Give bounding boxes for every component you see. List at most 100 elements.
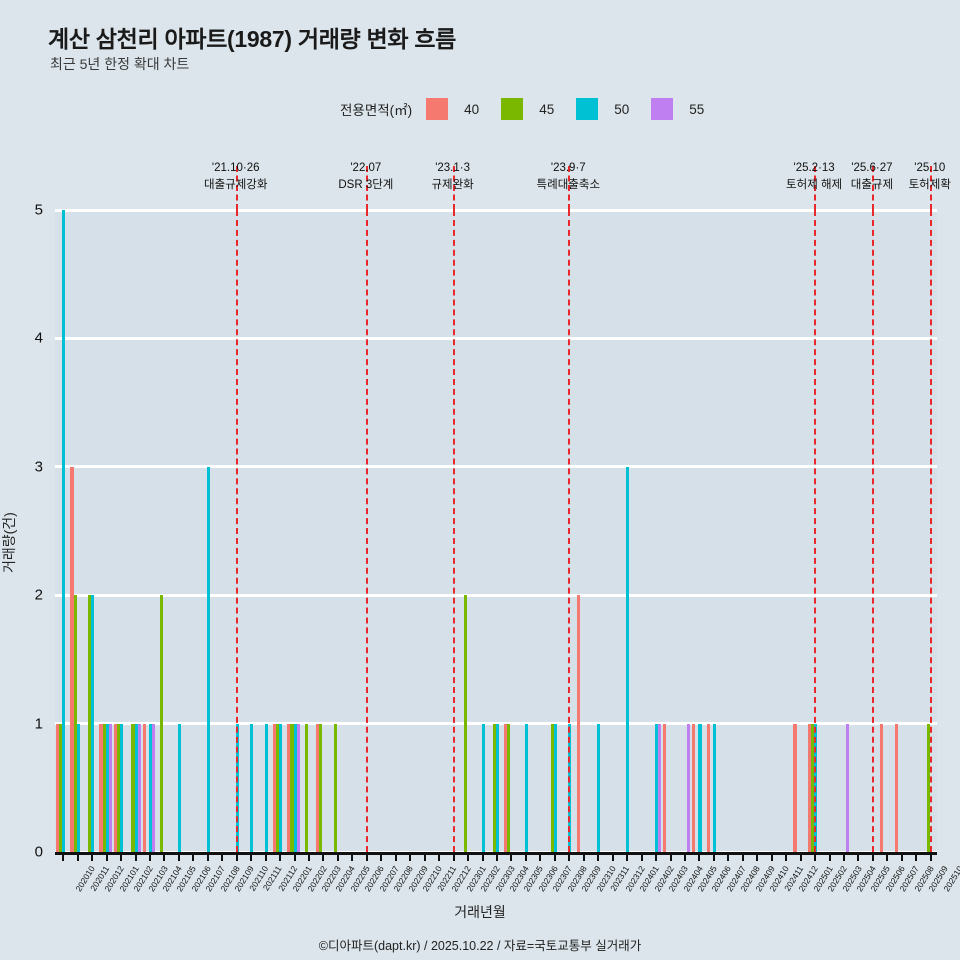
bar-202204-40[interactable] xyxy=(316,723,320,852)
bar-202406-50[interactable] xyxy=(698,723,702,852)
bar-202203-45[interactable] xyxy=(304,723,309,852)
legend-item-55[interactable]: 55 xyxy=(651,98,726,120)
bar-202304-45[interactable] xyxy=(492,723,496,852)
bar-202202-45[interactable] xyxy=(290,723,294,852)
bar-202308-45[interactable] xyxy=(550,723,554,852)
x-tick-202305 xyxy=(510,852,513,861)
bar-202101-45[interactable] xyxy=(102,723,106,852)
event-date-202502: '25.2·13 xyxy=(793,162,835,174)
bar-202501-40[interactable] xyxy=(793,723,797,852)
x-tick-202205 xyxy=(336,852,339,861)
bar-202104-55[interactable] xyxy=(152,723,156,852)
bar-202201-50[interactable] xyxy=(279,723,283,852)
event-date-202309: '23.9·7 xyxy=(550,162,586,174)
bar-202104-40[interactable] xyxy=(142,723,146,852)
bar-202102-40[interactable] xyxy=(113,723,117,852)
bar-202103-45[interactable] xyxy=(131,723,135,852)
bar-202310-40[interactable] xyxy=(576,595,580,852)
x-tick-202405 xyxy=(683,852,686,861)
x-tick-202102 xyxy=(120,852,123,861)
x-tick-202104 xyxy=(148,852,151,861)
x-tick-202111 xyxy=(250,852,253,861)
bar-202205-45[interactable] xyxy=(333,723,337,852)
bar-202011-45[interactable] xyxy=(73,595,77,852)
bar-202202-55[interactable] xyxy=(296,723,300,852)
legend-item-50[interactable]: 50 xyxy=(576,98,651,120)
event-date-202506: '25.6·27 xyxy=(851,162,893,174)
bar-202010-45[interactable] xyxy=(59,723,63,852)
x-tick-202011 xyxy=(76,852,79,861)
bar-202204-45[interactable] xyxy=(319,723,323,852)
bar-202406-40[interactable] xyxy=(692,723,696,852)
bar-202502-45[interactable] xyxy=(810,723,815,852)
bar-202202-50[interactable] xyxy=(293,723,297,852)
legend-label-50: 50 xyxy=(614,101,630,117)
x-tick-202302 xyxy=(467,852,470,861)
bar-202101-50[interactable] xyxy=(105,723,109,852)
bar-202407-50[interactable] xyxy=(712,723,716,852)
bar-202510-45[interactable] xyxy=(926,723,930,852)
legend-item-40[interactable]: 40 xyxy=(426,98,501,120)
bar-202308-50[interactable] xyxy=(553,723,557,852)
event-marker-202207 xyxy=(365,166,368,210)
bar-202012-50[interactable] xyxy=(91,595,95,852)
bar-202102-50[interactable] xyxy=(120,723,124,852)
x-tick-202103 xyxy=(134,852,137,861)
bar-202104-50[interactable] xyxy=(148,723,153,852)
bar-202106-50[interactable] xyxy=(177,723,181,852)
bar-202111-50[interactable] xyxy=(250,723,254,852)
bar-202101-40[interactable] xyxy=(99,723,103,852)
bar-202010-40[interactable] xyxy=(56,723,60,852)
legend-label-40: 40 xyxy=(464,101,480,117)
bar-202303-50[interactable] xyxy=(481,723,485,852)
bar-202201-40[interactable] xyxy=(272,723,276,852)
legend-item-45[interactable]: 45 xyxy=(501,98,576,120)
x-tick-202109 xyxy=(221,852,224,861)
bar-202012-45[interactable] xyxy=(88,595,92,852)
bar-202011-40[interactable] xyxy=(70,466,74,852)
x-tick-202412 xyxy=(785,852,788,861)
event-annotation-202506: '25.6·27 대출규제 xyxy=(851,160,893,193)
event-line-202207 xyxy=(365,210,368,852)
bar-202403-55[interactable] xyxy=(658,723,662,852)
bar-202302-45[interactable] xyxy=(463,595,468,852)
bar-202403-50[interactable] xyxy=(655,723,659,852)
page-title: 계산 삼천리 아파트(1987) 거래량 변화 흐름 xyxy=(48,26,457,52)
x-tick-202112 xyxy=(264,852,267,861)
x-tick-202504 xyxy=(843,852,846,861)
bar-202305-40[interactable] xyxy=(504,723,508,852)
x-tick-202411 xyxy=(770,852,773,861)
bar-202507-40[interactable] xyxy=(880,723,884,852)
bar-202508-40[interactable] xyxy=(894,723,898,852)
bar-202103-50[interactable] xyxy=(134,723,138,852)
bar-202202-40[interactable] xyxy=(287,723,291,852)
bar-202201-45[interactable] xyxy=(276,723,280,852)
bar-202010-50[interactable] xyxy=(62,210,66,852)
bar-202304-50[interactable] xyxy=(496,723,500,852)
bar-202407-40[interactable] xyxy=(706,723,710,852)
bar-202311-50[interactable] xyxy=(597,723,601,852)
gridline-4 xyxy=(55,336,937,340)
bar-202504-55[interactable] xyxy=(846,723,850,852)
bar-202306-50[interactable] xyxy=(524,723,528,852)
legend-label-55: 55 xyxy=(689,101,705,117)
bar-202011-50[interactable] xyxy=(76,723,80,852)
bar-202105-45[interactable] xyxy=(160,595,164,852)
bar-202305-45[interactable] xyxy=(507,723,511,852)
x-tick-202306 xyxy=(524,852,527,861)
bar-202101-55[interactable] xyxy=(108,723,112,852)
event-line-202502 xyxy=(814,210,817,852)
bar-202405-55[interactable] xyxy=(687,723,691,852)
bar-202103-55[interactable] xyxy=(137,723,141,852)
bar-202401-50[interactable] xyxy=(626,466,630,852)
x-tick-202403 xyxy=(655,852,658,861)
event-line-202506 xyxy=(871,210,874,852)
bar-202108-50[interactable] xyxy=(206,466,210,852)
bar-202102-45[interactable] xyxy=(116,723,121,852)
x-tick-202012 xyxy=(91,852,94,861)
bar-202502-40[interactable] xyxy=(807,723,811,852)
bar-202404-40[interactable] xyxy=(663,723,667,852)
bar-202112-50[interactable] xyxy=(264,723,268,852)
event-date-202207: '22.07 xyxy=(350,162,382,174)
